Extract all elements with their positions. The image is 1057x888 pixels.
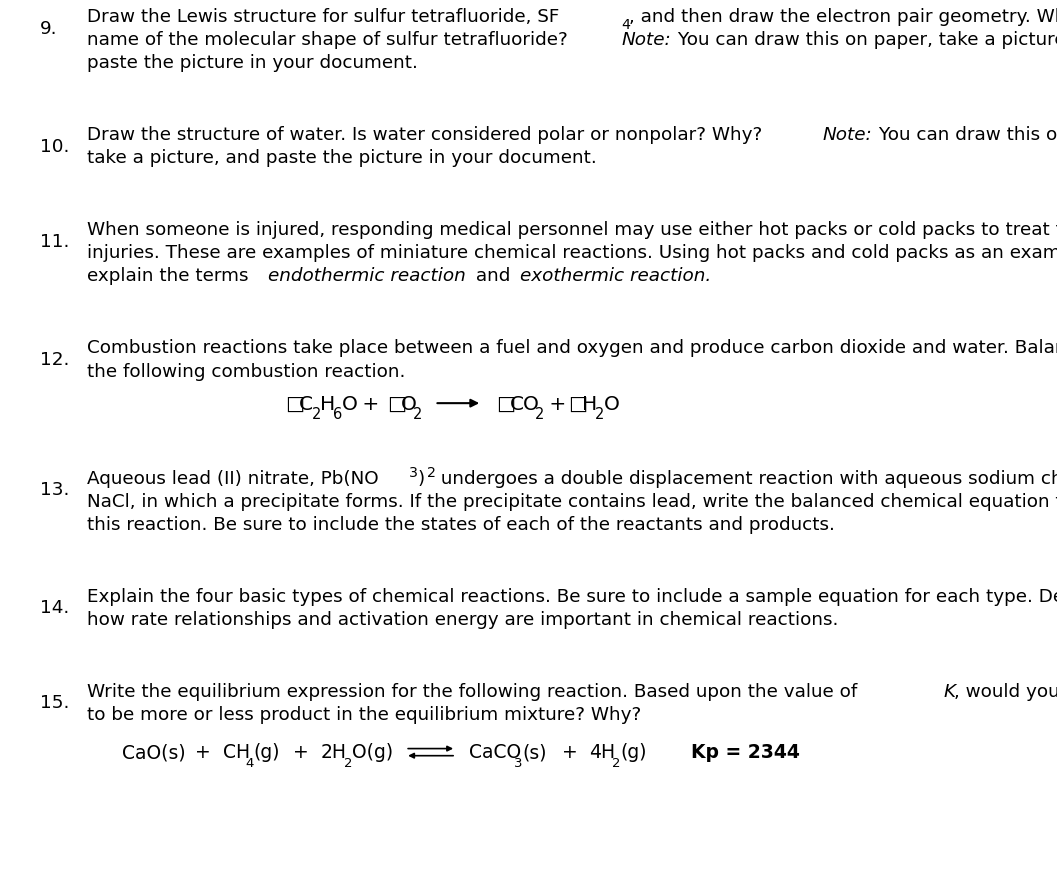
Text: 3: 3 [409, 466, 419, 480]
Text: 9.: 9. [40, 20, 58, 37]
Text: □: □ [496, 395, 515, 415]
Text: CO: CO [509, 395, 539, 415]
Text: take a picture, and paste the picture in your document.: take a picture, and paste the picture in… [87, 149, 596, 168]
Text: (s): (s) [522, 743, 546, 763]
Text: 12.: 12. [40, 351, 70, 369]
Text: undergoes a double displacement reaction with aqueous sodium chloride,: undergoes a double displacement reaction… [435, 470, 1057, 488]
Text: When someone is injured, responding medical personnel may use either hot packs o: When someone is injured, responding medi… [87, 221, 1057, 240]
Text: 2: 2 [312, 407, 321, 422]
Text: Write the equilibrium expression for the following reaction. Based upon the valu: Write the equilibrium expression for the… [87, 683, 863, 702]
Text: 2: 2 [612, 757, 620, 770]
Text: 14.: 14. [40, 599, 70, 617]
Text: 2: 2 [344, 757, 352, 770]
Text: □: □ [569, 395, 588, 415]
Text: Explain the four basic types of chemical reactions. Be sure to include a sample : Explain the four basic types of chemical… [87, 588, 1057, 607]
Text: 10.: 10. [40, 138, 70, 155]
Text: H: H [320, 395, 336, 415]
Text: O: O [604, 395, 619, 415]
Text: +: + [556, 743, 583, 763]
Text: endothermic reaction: endothermic reaction [268, 267, 466, 286]
Text: injuries. These are examples of miniature chemical reactions. Using hot packs an: injuries. These are examples of miniatur… [87, 244, 1057, 263]
Text: 6: 6 [333, 407, 342, 422]
Text: +: + [355, 395, 385, 415]
Text: +: + [288, 743, 315, 763]
Text: ): ) [418, 470, 424, 488]
Text: 2: 2 [535, 407, 544, 422]
Text: O: O [341, 395, 357, 415]
Text: Kp = 2344: Kp = 2344 [665, 743, 800, 763]
Text: 4: 4 [622, 19, 630, 32]
Text: C: C [299, 395, 313, 415]
Text: (g): (g) [620, 743, 647, 763]
Text: +: + [543, 395, 573, 415]
Text: 13.: 13. [40, 481, 70, 499]
Text: 2: 2 [413, 407, 423, 422]
Text: explain the terms: explain the terms [87, 267, 254, 286]
Text: paste the picture in your document.: paste the picture in your document. [87, 54, 418, 73]
Text: 4H: 4H [590, 743, 615, 763]
Text: 2: 2 [427, 466, 437, 480]
Text: this reaction. Be sure to include the states of each of the reactants and produc: this reaction. Be sure to include the st… [87, 516, 835, 535]
Text: how rate relationships and activation energy are important in chemical reactions: how rate relationships and activation en… [87, 611, 838, 630]
Text: , and then draw the electron pair geometry. What’s the: , and then draw the electron pair geomet… [629, 8, 1057, 27]
Text: Draw the structure of water. Is water considered polar or nonpolar? Why?: Draw the structure of water. Is water co… [87, 126, 767, 145]
Text: Combustion reactions take place between a fuel and oxygen and produce carbon dio: Combustion reactions take place between … [87, 339, 1057, 358]
Text: H: H [582, 395, 597, 415]
Text: 15.: 15. [40, 694, 70, 712]
Text: 11.: 11. [40, 233, 70, 250]
Text: exothermic reaction.: exothermic reaction. [520, 267, 711, 286]
Text: CaO(s): CaO(s) [122, 743, 185, 763]
Text: 3: 3 [514, 757, 522, 770]
Text: NaCl, in which a precipitate forms. If the precipitate contains lead, write the : NaCl, in which a precipitate forms. If t… [87, 493, 1057, 511]
Text: CaCO: CaCO [468, 743, 521, 763]
Text: Aqueous lead (II) nitrate, Pb(NO: Aqueous lead (II) nitrate, Pb(NO [87, 470, 378, 488]
Text: to be more or less product in the equilibrium mixture? Why?: to be more or less product in the equili… [87, 706, 641, 725]
Text: K: K [944, 683, 956, 702]
Text: Draw the Lewis structure for sulfur tetrafluoride, SF: Draw the Lewis structure for sulfur tetr… [87, 8, 559, 27]
Text: □: □ [387, 395, 406, 415]
Text: , would you expect there: , would you expect there [953, 683, 1057, 702]
Text: CH: CH [223, 743, 249, 763]
Text: You can draw this on paper, take a picture, and: You can draw this on paper, take a pictu… [671, 31, 1057, 50]
Text: Note:: Note: [822, 126, 872, 145]
Text: 2: 2 [595, 407, 604, 422]
Text: □: □ [285, 395, 304, 415]
Text: 4: 4 [245, 757, 254, 770]
Text: O: O [401, 395, 416, 415]
Text: O(g): O(g) [352, 743, 393, 763]
Text: the following combustion reaction.: the following combustion reaction. [87, 362, 405, 381]
Text: name of the molecular shape of sulfur tetrafluoride?: name of the molecular shape of sulfur te… [87, 31, 573, 50]
Text: and: and [470, 267, 516, 286]
Text: 2H: 2H [321, 743, 347, 763]
Text: Note:: Note: [622, 31, 671, 50]
Text: You can draw this on paper,: You can draw this on paper, [873, 126, 1057, 145]
Text: +: + [189, 743, 217, 763]
Text: (g): (g) [254, 743, 280, 763]
